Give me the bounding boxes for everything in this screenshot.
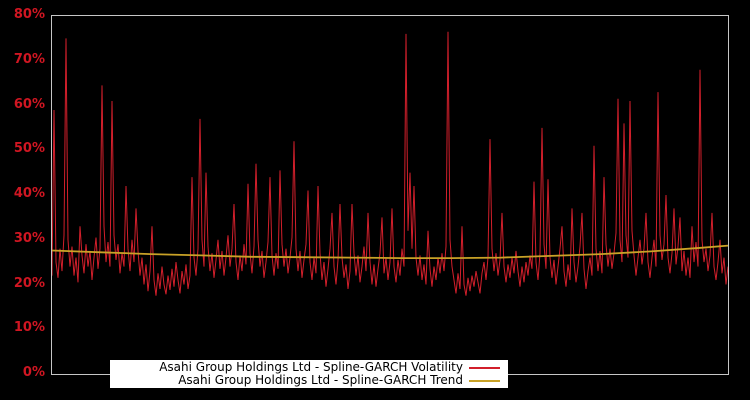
legend-row-volatility: Asahi Group Holdings Ltd - Spline-GARCH …	[110, 361, 508, 374]
legend: Asahi Group Holdings Ltd - Spline-GARCH …	[110, 360, 508, 388]
y-axis-label: 10%	[13, 320, 45, 336]
legend-label-volatility: Asahi Group Holdings Ltd - Spline-GARCH …	[159, 360, 463, 374]
y-axis-label: 30%	[13, 230, 45, 246]
legend-label-trend: Asahi Group Holdings Ltd - Spline-GARCH …	[178, 373, 463, 387]
legend-line-sample-trend	[469, 379, 500, 382]
y-axis-label: 50%	[13, 141, 45, 157]
series-line-volatility	[52, 31, 728, 296]
series-line-trend	[52, 244, 728, 260]
y-axis-label: 0%	[22, 365, 45, 380]
y-axis-label: 40%	[13, 186, 45, 201]
y-axis-label: 70%	[13, 51, 45, 67]
plot-area: Asahi Group Holdings Ltd - Spline-GARCH …	[51, 15, 729, 388]
y-axis-label: 20%	[13, 275, 45, 291]
series-canvas	[52, 31, 728, 296]
legend-line-sample-volatility	[469, 366, 500, 369]
y-axis-label: 80%	[13, 7, 45, 22]
legend-row-trend: Asahi Group Holdings Ltd - Spline-GARCH …	[110, 374, 508, 387]
y-axis-label: 60%	[13, 96, 45, 112]
